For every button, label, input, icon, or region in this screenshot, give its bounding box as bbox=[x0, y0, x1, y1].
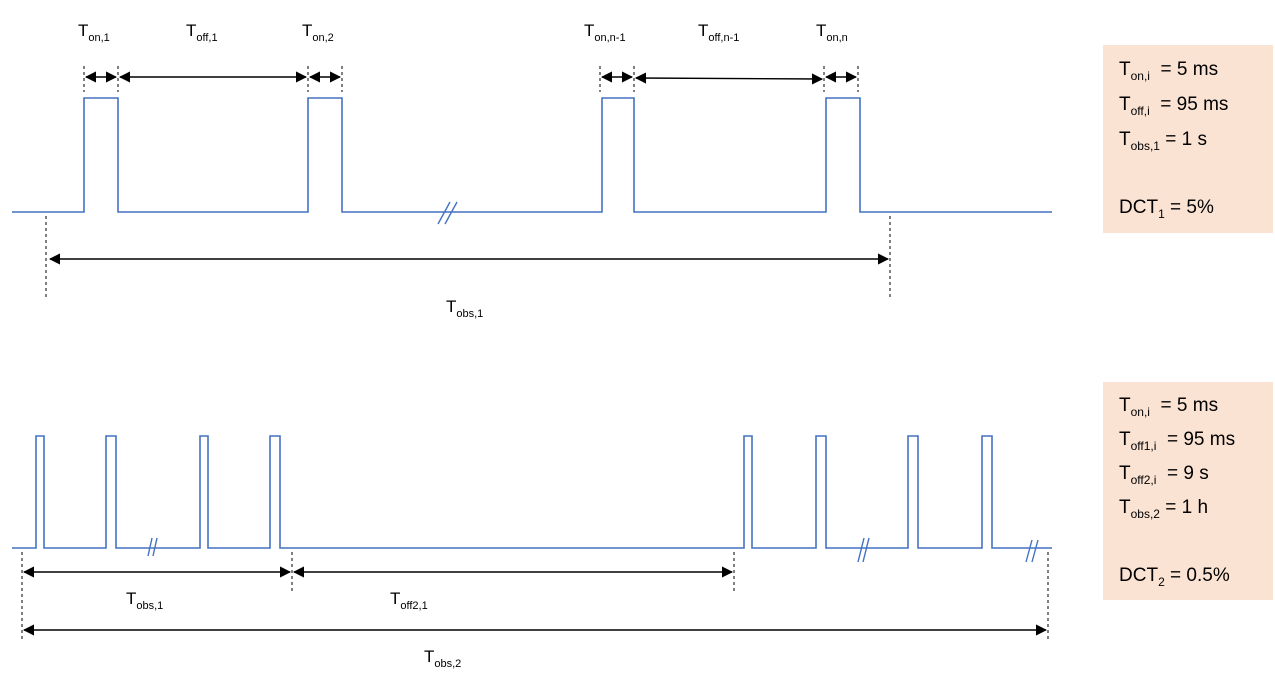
top-waveform bbox=[12, 97, 1052, 213]
label-base: T bbox=[424, 647, 435, 666]
bottom-waveform-right bbox=[740, 435, 1052, 549]
bottom-break-marks bbox=[147, 537, 1039, 563]
param-sub: off2,i bbox=[1130, 473, 1157, 487]
label-bottom-t-obs-2: Tobs,2 bbox=[424, 648, 461, 670]
param-value: = 95 ms bbox=[1156, 429, 1236, 450]
param-value: = 0.5% bbox=[1164, 565, 1230, 586]
label-base: T bbox=[584, 21, 595, 40]
label-base: T bbox=[390, 589, 401, 608]
label-sub: on,2 bbox=[312, 32, 334, 44]
label-base: T bbox=[446, 297, 457, 316]
label-sub: off,1 bbox=[196, 32, 218, 44]
label-base: T bbox=[78, 21, 89, 40]
param-t-on-i: Ton,i = 5 ms bbox=[1119, 396, 1218, 418]
param-value: = 5 ms bbox=[1149, 395, 1219, 416]
bottom-dimension-arrows bbox=[22, 566, 1048, 636]
param-base: T bbox=[1119, 429, 1131, 450]
param-value: = 1 s bbox=[1159, 129, 1207, 150]
bottom-params-panel: Ton,i = 5 ms Toff1,i = 95 ms Toff2,i = 9… bbox=[1103, 382, 1273, 600]
label-sub: obs,1 bbox=[456, 308, 484, 320]
label-bottom-t-obs-1: Tobs,1 bbox=[126, 590, 163, 612]
label-sub: off2,1 bbox=[400, 600, 428, 612]
top-break-mark bbox=[437, 201, 458, 225]
param-t-off2-i: Toff2,i = 9 s bbox=[1119, 464, 1209, 486]
param-t-on-i: Ton,i = 5 ms bbox=[1119, 60, 1218, 82]
top-pulse-guides bbox=[83, 66, 859, 92]
param-base: T bbox=[1119, 59, 1131, 80]
label-sub: obs,1 bbox=[136, 600, 164, 612]
bottom-guides bbox=[21, 552, 1049, 642]
label-t-off-1: Toff,1 bbox=[186, 22, 218, 44]
label-sub: on,1 bbox=[88, 32, 110, 44]
label-base: T bbox=[816, 21, 827, 40]
label-t-on-1: Ton,1 bbox=[78, 22, 110, 44]
param-sub: on,i bbox=[1130, 69, 1150, 83]
param-sub: off1,i bbox=[1130, 439, 1157, 453]
param-t-off-i: Toff,i = 95 ms bbox=[1119, 95, 1228, 117]
label-sub: off,n-1 bbox=[708, 32, 740, 44]
label-t-on-2: Ton,2 bbox=[302, 22, 334, 44]
top-dimension-arrows bbox=[48, 71, 890, 265]
param-sub: obs,1 bbox=[1130, 139, 1160, 153]
label-sub: on,n-1 bbox=[594, 32, 626, 44]
param-sub: obs,2 bbox=[1130, 507, 1160, 521]
arrow-t-off-n1 bbox=[634, 72, 824, 85]
param-dct-1: DCT1 = 5% bbox=[1119, 198, 1214, 220]
param-sub: 2 bbox=[1158, 575, 1165, 589]
param-sub: on,i bbox=[1130, 405, 1150, 419]
param-base: DCT bbox=[1119, 197, 1159, 218]
param-dct-2: DCT2 = 0.5% bbox=[1119, 566, 1230, 588]
top-params-panel: Ton,i = 5 ms Toff,i = 95 ms Tobs,1 = 1 s… bbox=[1103, 45, 1273, 233]
param-value: = 9 s bbox=[1156, 463, 1209, 484]
label-t-on-n: Ton,n bbox=[816, 22, 848, 44]
label-sub: obs,2 bbox=[434, 658, 462, 670]
param-base: T bbox=[1119, 94, 1131, 115]
top-obs-guides bbox=[45, 216, 891, 300]
param-base: DCT bbox=[1119, 565, 1159, 586]
param-sub: off,i bbox=[1130, 104, 1150, 118]
label-t-off-n1: Toff,n-1 bbox=[698, 22, 739, 44]
param-base: T bbox=[1119, 395, 1131, 416]
param-value: = 5% bbox=[1164, 197, 1214, 218]
label-t-obs-1: Tobs,1 bbox=[446, 298, 483, 320]
label-base: T bbox=[186, 21, 197, 40]
label-bottom-t-off2-1: Toff2,1 bbox=[390, 590, 428, 612]
label-sub: on,n bbox=[826, 32, 848, 44]
param-sub: 1 bbox=[1158, 207, 1165, 221]
param-base: T bbox=[1119, 463, 1131, 484]
bottom-waveform-left bbox=[12, 435, 740, 549]
param-value: = 1 h bbox=[1159, 497, 1209, 518]
param-base: T bbox=[1119, 497, 1131, 518]
label-t-on-n1: Ton,n-1 bbox=[584, 22, 626, 44]
label-base: T bbox=[302, 21, 313, 40]
param-t-obs-1: Tobs,1 = 1 s bbox=[1119, 130, 1207, 152]
param-value: = 5 ms bbox=[1149, 59, 1219, 80]
param-t-off1-i: Toff1,i = 95 ms bbox=[1119, 430, 1235, 452]
param-base: T bbox=[1119, 129, 1131, 150]
label-base: T bbox=[126, 589, 137, 608]
label-base: T bbox=[698, 21, 709, 40]
param-t-obs-2: Tobs,2 = 1 h bbox=[1119, 498, 1208, 520]
param-value: = 95 ms bbox=[1149, 94, 1229, 115]
